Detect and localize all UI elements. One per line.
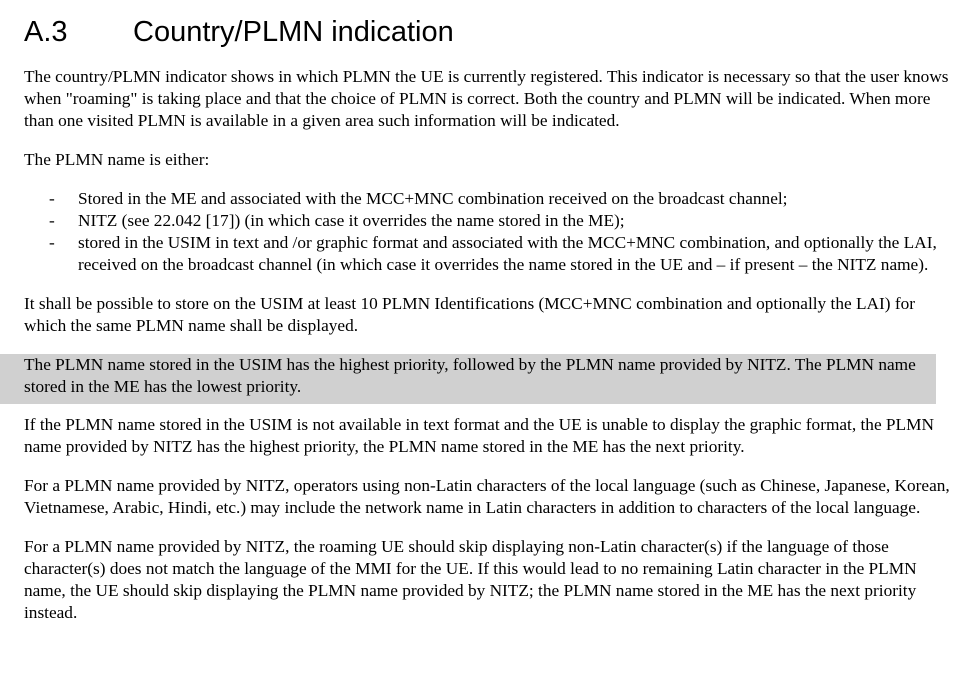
list-item: - Stored in the ME and associated with t… [24,188,954,210]
paragraph-usim-unavailable: If the PLMN name stored in the USIM is n… [24,415,934,456]
list-item: - stored in the USIM in text and /or gra… [24,232,954,276]
list-dash: - [49,211,55,230]
paragraph-intro: The country/PLMN indicator shows in whic… [24,67,949,130]
list-item-text: Stored in the ME and associated with the… [78,189,788,208]
section-heading: A.3 Country/PLMN indication [24,14,954,52]
section-title: Country/PLMN indication [133,16,454,48]
list-item: - NITZ (see 22.042 [17]) (in which case … [24,210,954,232]
list-item-text: stored in the USIM in text and /or graph… [78,233,937,274]
list-item-text: NITZ (see 22.042 [17]) (in which case it… [78,211,625,230]
paragraph-non-latin-include: For a PLMN name provided by NITZ, operat… [24,476,950,517]
paragraph-usim-storage: It shall be possible to store on the USI… [24,294,915,335]
section-number: A.3 [24,16,68,48]
list-dash: - [49,189,55,208]
paragraph-non-latin-skip: For a PLMN name provided by NITZ, the ro… [24,537,917,622]
paragraph-name-is-either: The PLMN name is either: [24,150,210,169]
document-page: A.3 Country/PLMN indication The country/P… [0,14,954,641]
plmn-name-source-list: - Stored in the ME and associated with t… [24,188,954,276]
highlighted-selection: The PLMN name stored in the USIM has the… [0,354,954,410]
paragraph-priority-highlighted[interactable]: The PLMN name stored in the USIM has the… [0,354,936,404]
list-dash: - [49,233,55,252]
